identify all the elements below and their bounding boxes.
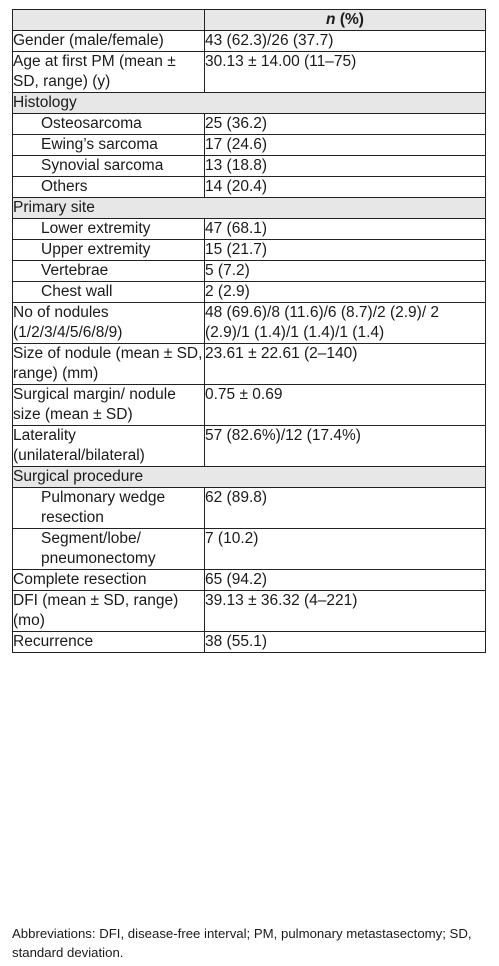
row-value: 13 (18.8) [204, 155, 486, 177]
row-value: 62 (89.8) [204, 487, 486, 529]
table-header-row: n (%) [12, 9, 486, 31]
table-row: No of nodules (1/2/3/4/5/6/8/9) 48 (69.6)… [12, 302, 486, 344]
row-value: 43 (62.3)/26 (37.7) [204, 30, 486, 52]
table-row: DFI (mean ± SD, range) (mo) 39.13 ± 36.32… [12, 590, 486, 632]
row-value: 23.61 ± 22.61 (2–140) [204, 343, 486, 385]
footnote: Abbreviations: DFI, disease-free interva… [12, 926, 472, 960]
row-label: Ewing’s sarcoma [12, 134, 205, 156]
row-label: Complete resection [12, 569, 205, 591]
row-value: 47 (68.1) [204, 218, 486, 240]
row-value: 38 (55.1) [204, 631, 486, 653]
row-value: 15 (21.7) [204, 239, 486, 261]
row-label: Osteosarcoma [12, 113, 205, 135]
row-label: Recurrence [12, 631, 205, 653]
section-label: Histology [12, 92, 486, 114]
subcategory-row: Segment/lobe/ pneumonectomy 7 (10.2) [12, 528, 486, 570]
row-value: 57 (82.6%)/12 (17.4%) [204, 425, 486, 467]
row-label: Gender (male/female) [12, 30, 205, 52]
section-row: Surgical procedure [12, 466, 486, 488]
header-empty-cell [12, 9, 205, 31]
row-value: 17 (24.6) [204, 134, 486, 156]
subcategory-row: Pulmonary wedge resection 62 (89.8) [12, 487, 486, 529]
table-row: Recurrence 38 (55.1) [12, 631, 486, 653]
subcategory-row: Vertebrae 5 (7.2) [12, 260, 486, 282]
row-label: Lower extremity [12, 218, 205, 240]
row-label: Upper extremity [12, 239, 205, 261]
row-label: Pulmonary wedge resection [12, 487, 205, 529]
table-row: Complete resection 65 (94.2) [12, 569, 486, 591]
subcategory-row: Osteosarcoma 25 (36.2) [12, 113, 486, 135]
row-value: 25 (36.2) [204, 113, 486, 135]
section-label: Primary site [12, 197, 486, 219]
row-label: No of nodules (1/2/3/4/5/6/8/9) [12, 302, 205, 344]
subcategory-row: Chest wall 2 (2.9) [12, 281, 486, 303]
row-value: 2 (2.9) [204, 281, 486, 303]
row-value: 30.13 ± 14.00 (11–75) [204, 51, 486, 93]
row-label: Laterality (unilateral/bilateral) [12, 425, 205, 467]
row-value: 5 (7.2) [204, 260, 486, 282]
row-value: 14 (20.4) [204, 176, 486, 198]
subcategory-row: Upper extremity 15 (21.7) [12, 239, 486, 261]
row-value: 0.75 ± 0.69 [204, 384, 486, 426]
table-row: Gender (male/female) 43 (62.3)/26 (37.7) [12, 30, 486, 52]
subcategory-row: Synovial sarcoma 13 (18.8) [12, 155, 486, 177]
section-row: Histology [12, 92, 486, 114]
row-value: 7 (10.2) [204, 528, 486, 570]
row-value: 48 (69.6)/8 (11.6)/6 (8.7)/2 (2.9)/ 2 (2… [204, 302, 486, 344]
subcategory-row: Lower extremity 47 (68.1) [12, 218, 486, 240]
table-row: Age at first PM (mean ± SD, range) (y) 30… [12, 51, 486, 93]
row-label: Others [12, 176, 205, 198]
row-label: Size of nodule (mean ± SD, range) (mm) [12, 343, 205, 385]
row-label: Surgical margin/ nodule size (mean ± SD) [12, 384, 205, 426]
section-row: Primary site [12, 197, 486, 219]
table-row: Size of nodule (mean ± SD, range) (mm) 23… [12, 343, 486, 385]
header-n-label: n [326, 11, 336, 28]
section-label: Surgical procedure [12, 466, 486, 488]
row-label: Synovial sarcoma [12, 155, 205, 177]
header-pct-label: (%) [335, 11, 364, 28]
subcategory-row: Others 14 (20.4) [12, 176, 486, 198]
table-row: Surgical margin/ nodule size (mean ± SD)… [12, 384, 486, 426]
patient-characteristics-table: n (%) Gender (male/female) 43 (62.3)/26 (… [12, 9, 486, 653]
table-row: Laterality (unilateral/bilateral) 57 (82.… [12, 425, 486, 467]
row-label: Segment/lobe/ pneumonectomy [12, 528, 205, 570]
row-value: 39.13 ± 36.32 (4–221) [204, 590, 486, 632]
row-label: Chest wall [12, 281, 205, 303]
row-label: DFI (mean ± SD, range) (mo) [12, 590, 205, 632]
row-label: Age at first PM (mean ± SD, range) (y) [12, 51, 205, 93]
row-value: 65 (94.2) [204, 569, 486, 591]
table-body: n (%) Gender (male/female) 43 (62.3)/26 (… [12, 9, 486, 653]
row-label: Vertebrae [12, 260, 205, 282]
header-n-percent: n (%) [204, 9, 486, 31]
subcategory-row: Ewing’s sarcoma 17 (24.6) [12, 134, 486, 156]
